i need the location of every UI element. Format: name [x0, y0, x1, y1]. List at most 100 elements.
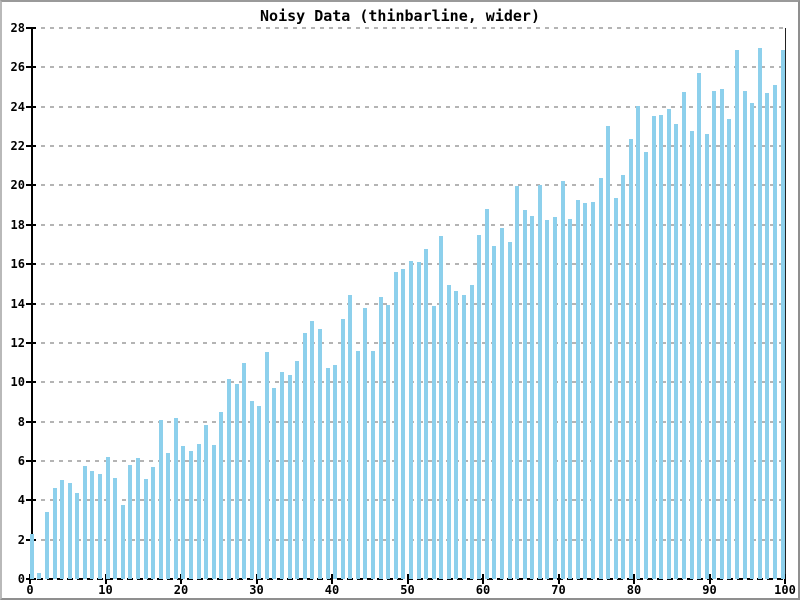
y-tick-28 — [26, 27, 36, 29]
bar-x39 — [317, 329, 322, 579]
bar-x73 — [575, 200, 580, 579]
bar-x77 — [606, 126, 611, 579]
gridline-y14 — [32, 302, 785, 305]
bar-x42 — [340, 319, 345, 579]
y-tick-8 — [26, 420, 36, 423]
y-tick-22 — [26, 145, 36, 148]
chart-title: Noisy Data (thinbarline, wider) — [260, 7, 540, 25]
x-tick-100 — [784, 574, 786, 584]
bar-x43 — [348, 294, 353, 579]
bar-x10 — [98, 473, 103, 579]
y-tick-4 — [26, 499, 36, 502]
bar-x19 — [166, 453, 171, 579]
bar-x58 — [462, 294, 467, 579]
bar-x63 — [499, 227, 504, 579]
bar-x23 — [196, 444, 201, 579]
bar-x54 — [431, 306, 436, 579]
bar-x97 — [757, 47, 762, 579]
bar-x24 — [204, 424, 209, 579]
bar-x14 — [128, 464, 133, 579]
x-tick-label-90: 90 — [702, 583, 717, 597]
x-tick-label-50: 50 — [400, 583, 415, 597]
y-tick-12 — [26, 341, 36, 344]
bar-x32 — [264, 351, 269, 579]
bar-x11 — [105, 456, 110, 579]
bar-x83 — [651, 115, 656, 579]
bar-x84 — [659, 114, 664, 579]
bar-x71 — [560, 181, 565, 579]
bar-x65 — [515, 186, 520, 579]
bar-x95 — [742, 90, 747, 579]
bar-x91 — [712, 90, 717, 579]
bar-x33 — [272, 388, 277, 579]
y-tick-16 — [26, 263, 36, 266]
x-tick-0 — [29, 574, 31, 584]
bar-x66 — [522, 210, 527, 579]
y-tick-label-10: 10 — [10, 375, 25, 390]
bar-x26 — [219, 411, 224, 579]
bar-x52 — [416, 262, 421, 579]
y-tick-label-20: 20 — [10, 178, 25, 193]
x-tick-80 — [633, 574, 635, 584]
gridline-y12 — [32, 341, 785, 344]
bar-x49 — [393, 272, 398, 579]
bar-x96 — [750, 102, 755, 579]
y-tick-18 — [26, 223, 36, 226]
y-tick-20 — [26, 184, 36, 187]
bar-x46 — [371, 350, 376, 579]
bar-x60 — [477, 234, 482, 579]
y-tick-label-8: 8 — [17, 414, 25, 429]
bar-x59 — [469, 284, 474, 579]
y-tick-label-28: 28 — [10, 21, 25, 35]
bar-x48 — [386, 305, 391, 579]
bar-x92 — [719, 89, 724, 579]
bar-x5 — [60, 479, 65, 579]
gridline-y28 — [32, 27, 785, 29]
bar-x25 — [211, 445, 216, 579]
x-tick-10 — [104, 574, 107, 584]
bar-x81 — [636, 105, 641, 579]
gridline-y24 — [32, 105, 785, 108]
bar-x72 — [568, 218, 573, 579]
bar-x40 — [325, 368, 330, 579]
bar-x61 — [484, 209, 489, 579]
bar-x82 — [644, 151, 649, 579]
bar-x90 — [704, 134, 709, 579]
bar-x93 — [727, 118, 732, 579]
bar-x68 — [537, 185, 542, 579]
bar-x17 — [151, 466, 156, 579]
bar-x38 — [310, 321, 315, 579]
gridline-y18 — [32, 223, 785, 226]
bar-x79 — [621, 174, 626, 579]
bar-x31 — [257, 405, 262, 579]
bar-x47 — [378, 296, 383, 579]
bar-x36 — [295, 360, 300, 579]
bar-x30 — [249, 400, 254, 579]
bar-x62 — [492, 246, 497, 579]
y-tick-6 — [26, 459, 36, 462]
bar-x55 — [439, 235, 444, 579]
bar-x87 — [681, 91, 686, 579]
bar-x21 — [181, 446, 186, 579]
bar-x85 — [666, 108, 671, 579]
bar-x9 — [90, 470, 95, 579]
bar-x2 — [37, 573, 42, 579]
y-tick-label-16: 16 — [10, 257, 25, 272]
bar-x70 — [553, 216, 558, 579]
bar-x29 — [242, 362, 247, 579]
bar-x69 — [545, 219, 550, 579]
y-tick-label-12: 12 — [10, 335, 25, 350]
bar-x100 — [780, 49, 785, 579]
bar-x7 — [75, 493, 80, 579]
bar-x13 — [120, 505, 125, 579]
y-tick-label-22: 22 — [10, 139, 25, 154]
x-tick-90 — [708, 574, 711, 584]
gridline-y6 — [32, 459, 785, 462]
bar-x1 — [29, 533, 34, 579]
gridline-y10 — [32, 381, 785, 384]
bar-x75 — [590, 202, 595, 579]
y-tick-label-14: 14 — [10, 296, 25, 311]
bar-x89 — [697, 73, 702, 579]
bar-x8 — [82, 465, 87, 579]
bar-x41 — [333, 365, 338, 579]
